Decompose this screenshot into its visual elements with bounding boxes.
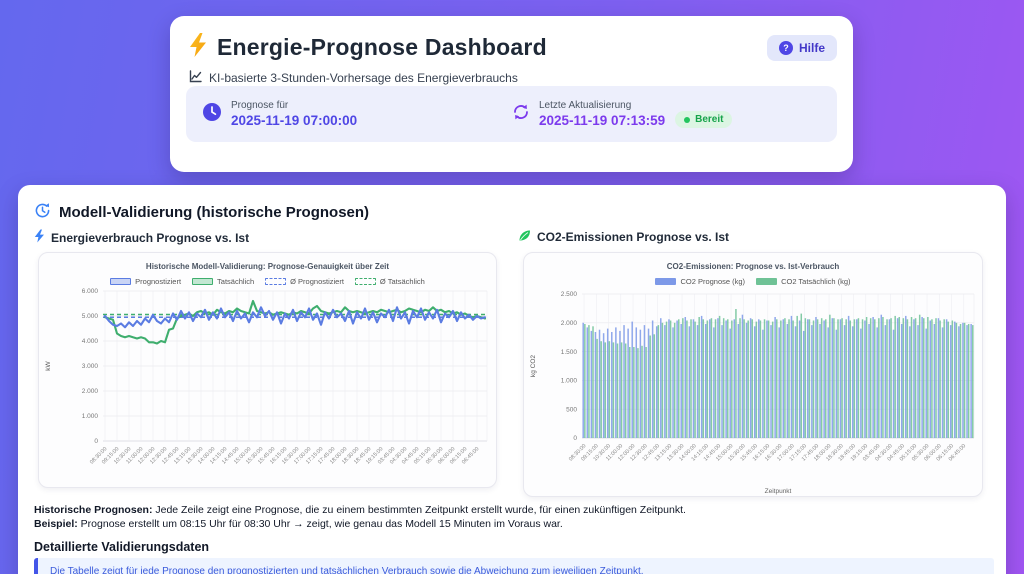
- question-icon: ?: [778, 40, 793, 55]
- details-info-text: Die Tabelle zeigt für jede Prognose den …: [50, 566, 644, 574]
- legend-swatch-icon: [192, 277, 214, 285]
- legend-label: Ø Prognostiziert: [290, 276, 344, 286]
- co2-bar-chart[interactable]: 05001.0001.5002.0002.50008:30:0009:15:00…: [524, 286, 983, 497]
- legend-label: Prognostiziert: [135, 276, 182, 286]
- history-icon: [34, 202, 51, 223]
- svg-text:5.000: 5.000: [82, 313, 99, 320]
- energy-chart-legend: Prognostiziert Tatsächlich Ø Prognostizier…: [39, 276, 496, 286]
- forecast-info-bar: Prognose für 2025-11-19 07:00:00 Letzte …: [186, 86, 837, 142]
- status-badge: Bereit: [675, 111, 733, 128]
- legend-swatch-icon: [756, 277, 778, 285]
- legend-swatch-icon: [354, 277, 376, 285]
- help-button[interactable]: ? Hilfe: [766, 34, 837, 61]
- svg-text:6.000: 6.000: [82, 288, 99, 295]
- energy-chart-title: Historische Modell-Validierung: Prognose…: [145, 262, 390, 271]
- svg-text:2.000: 2.000: [561, 320, 578, 327]
- svg-text:2.500: 2.500: [561, 291, 578, 298]
- legend-item[interactable]: Prognostiziert: [110, 277, 181, 286]
- leaf-icon: [518, 229, 531, 245]
- forecast-for-value: 2025-11-19 07:00:00: [231, 113, 358, 128]
- trend-chart-icon: [189, 70, 202, 86]
- note1-label: Historische Prognosen:: [34, 504, 153, 516]
- svg-text:kW: kW: [45, 360, 52, 370]
- legend-item[interactable]: CO2 Prognose (kg): [655, 277, 745, 286]
- bolt-icon: [34, 229, 45, 246]
- status-label: Bereit: [695, 114, 724, 125]
- svg-text:kg CO2: kg CO2: [530, 355, 537, 377]
- validation-panel: Modell-Validierung (historische Prognose…: [18, 185, 1006, 574]
- co2-chart-card: CO2-Emissionen: Prognose vs. Ist-Verbrau…: [523, 252, 983, 497]
- status-dot-icon: [684, 116, 691, 123]
- legend-label: Tatsächlich: [217, 276, 255, 286]
- svg-text:3.000: 3.000: [82, 363, 99, 370]
- last-update-value: 2025-11-19 07:13:59: [539, 113, 666, 128]
- energy-chart-card: Historische Modell-Validierung: Prognose…: [38, 252, 497, 488]
- svg-text:1.000: 1.000: [561, 378, 578, 385]
- svg-text:500: 500: [566, 406, 577, 413]
- legend-item[interactable]: Ø Tatsächlich: [354, 276, 425, 286]
- note2-text: Prognose erstellt um 08:15 Uhr für 08:30…: [77, 517, 563, 530]
- co2-chart-legend: CO2 Prognose (kg) CO2 Tatsächlich (kg): [524, 276, 982, 286]
- clock-icon: [202, 102, 222, 127]
- svg-text:1.000: 1.000: [82, 413, 99, 420]
- panel-title: Modell-Validierung (historische Prognose…: [59, 204, 370, 221]
- legend-swatch-icon: [655, 277, 677, 285]
- help-label: Hilfe: [798, 40, 825, 55]
- legend-swatch-icon: [110, 277, 132, 285]
- note1-text: Jede Zeile zeigt eine Prognose, die zu e…: [152, 504, 686, 516]
- legend-label: Ø Tatsächlich: [379, 276, 425, 286]
- svg-text:4.000: 4.000: [82, 338, 99, 345]
- co2-chart-title: CO2-Emissionen: Prognose vs. Ist-Verbrau…: [666, 262, 840, 271]
- forecast-for-label: Prognose für: [231, 100, 289, 111]
- legend-item[interactable]: CO2 Tatsächlich (kg): [756, 276, 851, 286]
- svg-text:Zeitpunkt: Zeitpunkt: [765, 488, 792, 495]
- header-card: Energie-Prognose Dashboard ? Hilfe KI-ba…: [170, 16, 853, 172]
- details-info-box: Die Tabelle zeigt für jede Prognose den …: [34, 558, 994, 574]
- svg-text:0: 0: [94, 438, 98, 445]
- co2-section-title: CO2-Emissionen Prognose vs. Ist: [537, 230, 730, 244]
- page-title: Energie-Prognose Dashboard: [217, 34, 547, 60]
- legend-label: CO2 Prognose (kg): [680, 276, 746, 286]
- last-update-label: Letzte Aktualisierung: [539, 100, 632, 111]
- details-heading: Detaillierte Validierungsdaten: [34, 540, 210, 554]
- svg-text:2.000: 2.000: [82, 388, 99, 395]
- energy-line-chart[interactable]: 01.0002.0003.0004.0005.0006.00008:30:000…: [39, 286, 497, 486]
- refresh-icon: [512, 103, 530, 126]
- legend-label: CO2 Tatsächlich (kg): [781, 276, 851, 286]
- legend-item[interactable]: Tatsächlich: [192, 277, 254, 286]
- svg-text:0: 0: [573, 435, 577, 442]
- energy-section-title: Energieverbrauch Prognose vs. Ist: [51, 230, 250, 245]
- legend-swatch-icon: [265, 277, 287, 285]
- svg-text:1.500: 1.500: [561, 349, 578, 356]
- page-subtitle: KI-basierte 3-Stunden-Vorhersage des Ene…: [209, 71, 518, 85]
- legend-item[interactable]: Ø Prognostiziert: [265, 277, 344, 286]
- lightning-icon: [188, 32, 208, 63]
- chart-notes: Historische Prognosen: Jede Zeile zeigt …: [34, 504, 984, 531]
- note2-label: Beispiel:: [34, 517, 78, 530]
